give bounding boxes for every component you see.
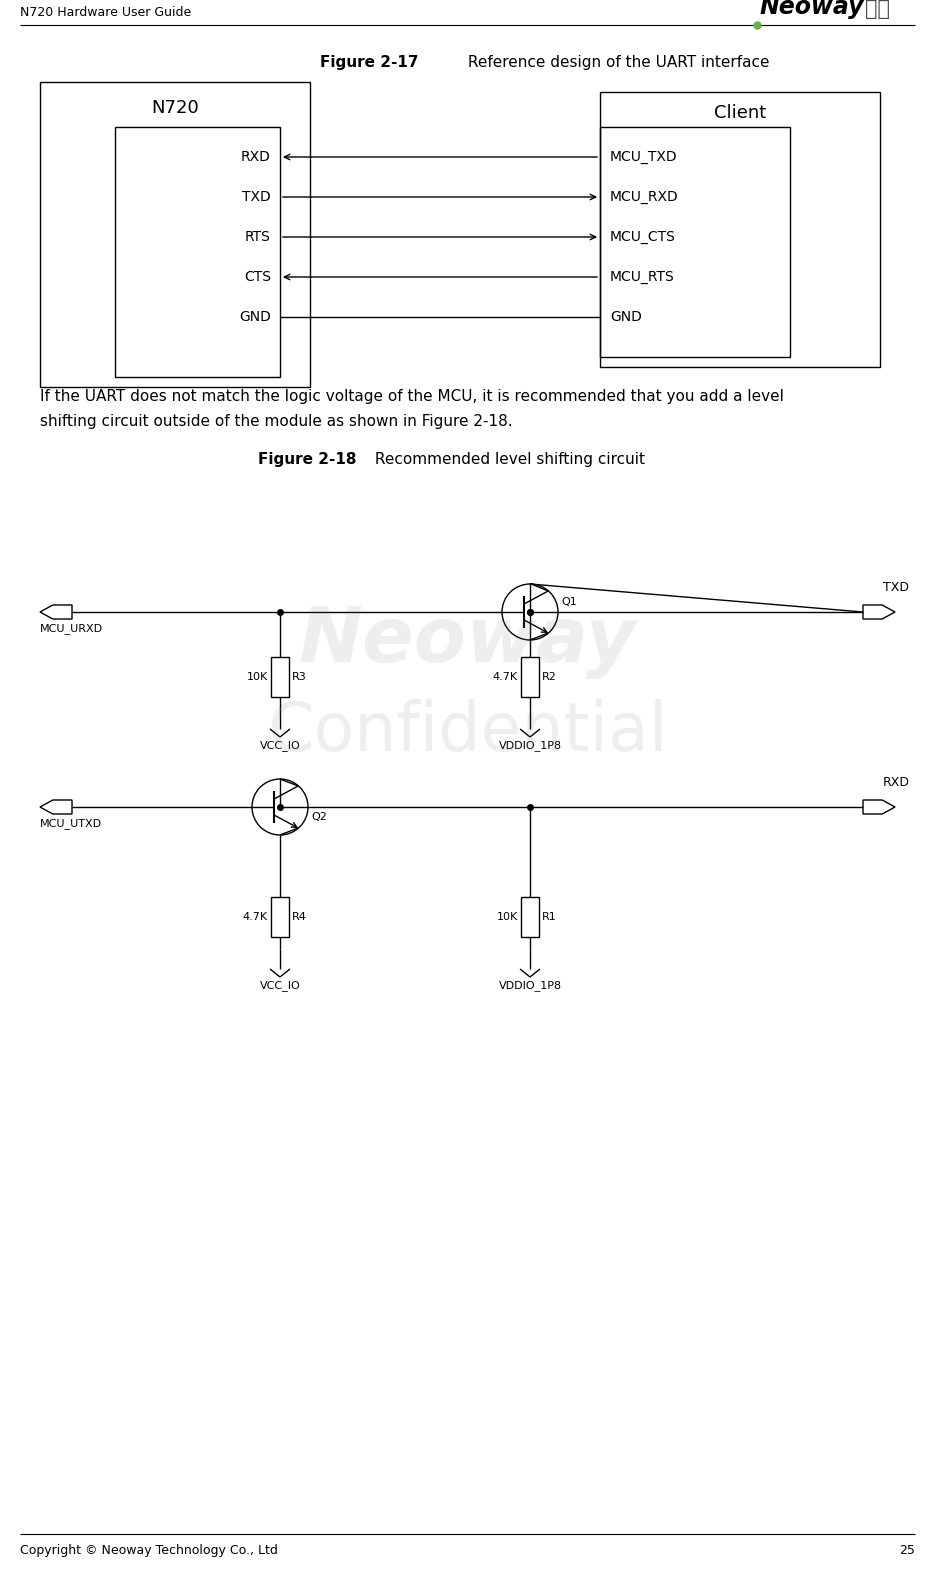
Text: R1: R1 [542,912,556,923]
Bar [40,82,310,387]
Bar [271,898,289,937]
Text: TXD: TXD [883,582,909,594]
Text: N720: N720 [151,99,199,116]
Text: 4.7K: 4.7K [493,671,518,682]
Text: Recommended level shifting circuit: Recommended level shifting circuit [370,453,645,467]
Text: 25: 25 [899,1544,915,1556]
Text: GND: GND [610,310,641,324]
Text: MCU_UTXD: MCU_UTXD [40,817,102,828]
Text: 10K: 10K [496,912,518,923]
Text: Neoway: Neoway [760,0,865,19]
Text: Copyright © Neoway Technology Co., Ltd: Copyright © Neoway Technology Co., Ltd [20,1544,278,1556]
Text: Confidential: Confidential [266,700,668,766]
Text: Q1: Q1 [561,597,577,607]
Text: MCU_CTS: MCU_CTS [610,230,676,244]
Bar [600,127,790,357]
Text: RTS: RTS [245,230,271,244]
Text: R3: R3 [292,671,307,682]
Text: N720 Hardware User Guide: N720 Hardware User Guide [20,6,192,19]
Text: R2: R2 [542,671,557,682]
Text: Neoway: Neoway [298,605,636,679]
Text: Q2: Q2 [311,813,327,822]
Polygon shape [40,800,72,814]
Text: VDDIO_1P8: VDDIO_1P8 [498,740,562,751]
Text: Client: Client [714,104,766,123]
Ellipse shape [252,780,308,835]
Text: Reference design of the UART interface: Reference design of the UART interface [463,55,770,71]
Text: MCU_RXD: MCU_RXD [610,190,679,204]
Text: Figure 2-18: Figure 2-18 [258,453,356,467]
Polygon shape [863,800,895,814]
Bar [600,93,880,366]
Text: shifting circuit outside of the module as shown in Figure 2-18.: shifting circuit outside of the module a… [40,413,512,429]
Text: 10K: 10K [247,671,268,682]
Polygon shape [40,605,72,619]
Text: VCC_IO: VCC_IO [260,979,300,990]
Bar [115,127,280,377]
Text: 有方: 有方 [865,0,890,19]
Text: VCC_IO: VCC_IO [260,740,300,751]
Polygon shape [863,605,895,619]
Text: RXD: RXD [241,149,271,163]
Text: 4.7K: 4.7K [243,912,268,923]
Bar [521,898,539,937]
Text: R4: R4 [292,912,307,923]
Text: VDDIO_1P8: VDDIO_1P8 [498,979,562,990]
Text: If the UART does not match the logic voltage of the MCU, it is recommended that : If the UART does not match the logic vol… [40,388,784,404]
Text: CTS: CTS [244,270,271,285]
Text: MCU_TXD: MCU_TXD [610,149,678,163]
Text: Figure 2-17: Figure 2-17 [320,55,419,71]
Ellipse shape [502,585,558,640]
Text: MCU_RTS: MCU_RTS [610,270,675,285]
Bar [271,657,289,696]
Text: TXD: TXD [242,190,271,204]
Bar [521,657,539,696]
Text: MCU_URXD: MCU_URXD [40,623,103,634]
Text: RXD: RXD [883,777,910,789]
Text: GND: GND [239,310,271,324]
